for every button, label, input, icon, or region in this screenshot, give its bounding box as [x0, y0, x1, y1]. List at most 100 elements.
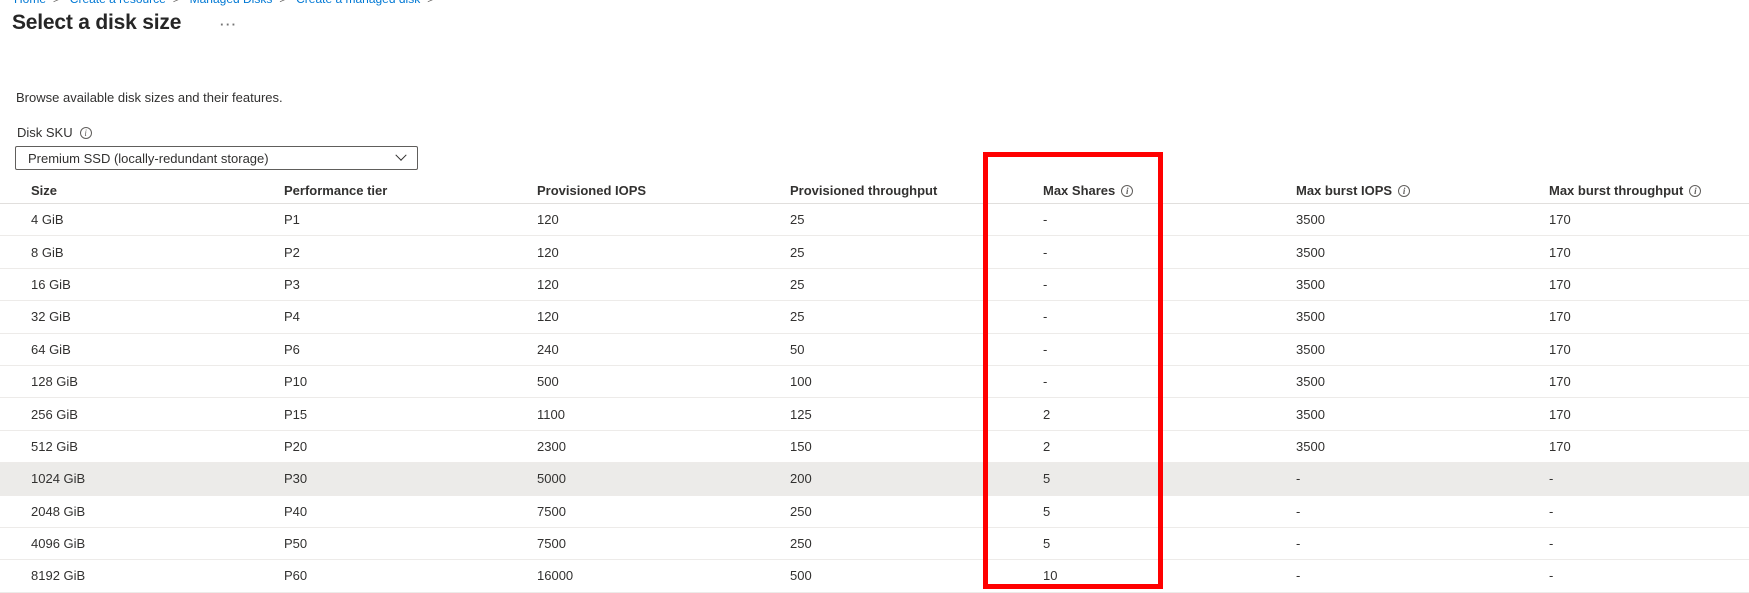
cell-max-shares: 10	[1043, 568, 1058, 584]
table-row-16-gib[interactable]: 16 GiB P3 120 25 - 3500 170	[0, 269, 1749, 302]
cell-max-burst-iops: -	[1296, 568, 1301, 584]
cell-provisioned-throughput: 500	[790, 568, 812, 584]
table-header-row: Size Performance tier Provisioned IOPS Prov…	[0, 178, 1749, 204]
table-row-64-gib[interactable]: 64 GiB P6 240 50 - 3500 170	[0, 334, 1749, 366]
breadcrumb: Home> Create a resource> Managed Disks> …	[14, 0, 441, 7]
column-header-provisioned-throughput: Provisioned throughput	[790, 183, 1043, 198]
cell-max-shares: -	[1043, 309, 1048, 325]
column-header-label: Performance tier	[284, 183, 388, 198]
cell-size: 4 GiB	[31, 212, 64, 228]
cell-max-burst-iops: -	[1296, 471, 1301, 487]
cell-max-shares: -	[1043, 374, 1048, 390]
table-row-8-gib[interactable]: 8 GiB P2 120 25 - 3500 170	[0, 236, 1749, 269]
more-options-button[interactable]: ···	[220, 17, 238, 32]
cell-provisioned-throughput: 25	[790, 212, 805, 228]
cell-size: 2048 GiB	[31, 503, 86, 519]
info-icon[interactable]: i	[79, 126, 92, 139]
breadcrumb-link-home[interactable]: Home	[14, 0, 46, 6]
info-icon[interactable]: i	[1121, 184, 1134, 197]
cell-provisioned-throughput: 250	[790, 503, 812, 519]
disk-sku-label: Disk SKU	[17, 125, 73, 140]
table-row-512-gib[interactable]: 512 GiB P20 2300 150 2 3500 170	[0, 431, 1749, 464]
chevron-down-icon	[395, 149, 407, 161]
cell-provisioned-throughput: 150	[790, 438, 812, 454]
cell-provisioned-throughput: 250	[790, 536, 812, 552]
table-row-256-gib[interactable]: 256 GiB P15 1100 125 2 3500 170	[0, 398, 1749, 431]
cell-size: 8 GiB	[31, 244, 64, 260]
cell-max-burst-throughput: 170	[1549, 341, 1571, 357]
cell-provisioned-iops: 7500	[537, 503, 566, 519]
breadcrumb-link-create-a-managed-disk[interactable]: Create a managed disk	[296, 0, 420, 6]
cell-provisioned-iops: 120	[537, 244, 559, 260]
cell-max-shares: -	[1043, 341, 1048, 357]
table-body: 4 GiB P1 120 25-3500 170 8 GiB P2 120 25-3500 170…	[0, 204, 1749, 593]
cell-provisioned-iops: 120	[537, 276, 559, 292]
cell-provisioned-iops: 120	[537, 212, 559, 228]
cell-max-burst-iops: 3500	[1296, 212, 1325, 228]
cell-provisioned-iops: 240	[537, 341, 559, 357]
cell-provisioned-throughput: 200	[790, 471, 812, 487]
disk-sku-field-label-row: Disk SKU i	[17, 125, 92, 140]
cell-size: 128 GiB	[31, 374, 78, 390]
disk-sku-selected-value: Premium SSD (locally-redundant storage)	[28, 150, 269, 166]
info-icon[interactable]: i	[1689, 184, 1702, 197]
disk-sku-dropdown[interactable]: Premium SSD (locally-redundant storage)	[15, 146, 418, 170]
cell-provisioned-throughput: 125	[790, 406, 812, 422]
cell-provisioned-iops: 120	[537, 309, 559, 325]
table-row-4096-gib[interactable]: 4096 GiB P50 7500 250 5 - -	[0, 528, 1749, 561]
table-row-8192-gib[interactable]: 8192 GiB P60 16000 500 10 - -	[0, 560, 1749, 593]
cell-size: 64 GiB	[31, 341, 71, 357]
cell-performance-tier: P10	[284, 374, 308, 390]
breadcrumb-link-create-a-resource[interactable]: Create a resource	[70, 0, 166, 6]
cell-provisioned-iops: 5000	[537, 471, 566, 487]
cell-max-burst-throughput: 170	[1549, 309, 1571, 325]
cell-performance-tier: P2	[284, 244, 300, 260]
table-row-4-gib[interactable]: 4 GiB P1 120 25 - 3500 170	[0, 204, 1749, 237]
cell-max-burst-iops: -	[1296, 503, 1301, 519]
cell-size: 16 GiB	[31, 276, 71, 292]
cell-max-burst-throughput: -	[1549, 568, 1554, 584]
disk-size-table: Size Performance tier Provisioned IOPS Prov…	[0, 178, 1749, 593]
cell-provisioned-throughput: 25	[790, 276, 805, 292]
page-title: Select a disk size	[12, 11, 182, 34]
breadcrumb-separator: >	[172, 0, 180, 6]
cell-size: 4096 GiB	[31, 536, 86, 552]
breadcrumb-separator: >	[427, 0, 434, 6]
column-header-max-burst-iops: Max burst IOPS i	[1296, 183, 1549, 198]
cell-max-shares: -	[1043, 276, 1048, 292]
cell-max-burst-iops: -	[1296, 536, 1301, 552]
cell-max-burst-throughput: -	[1549, 503, 1554, 519]
cell-provisioned-iops: 1100	[537, 406, 565, 422]
breadcrumb-link-managed-disks[interactable]: Managed Disks	[190, 0, 273, 6]
cell-performance-tier: P30	[284, 471, 308, 487]
column-header-label: Provisioned throughput	[790, 183, 938, 198]
cell-performance-tier: P15	[284, 406, 308, 422]
cell-max-burst-iops: 3500	[1296, 438, 1325, 454]
cell-size: 256 GiB	[31, 406, 78, 422]
cell-max-shares: 2	[1043, 406, 1051, 422]
cell-max-burst-iops: 3500	[1296, 341, 1325, 357]
column-header-size: Size	[0, 183, 284, 198]
column-header-provisioned-iops: Provisioned IOPS	[537, 183, 790, 198]
cell-performance-tier: P3	[284, 276, 300, 292]
table-row-128-gib[interactable]: 128 GiB P10 500 100 - 3500 170	[0, 366, 1749, 399]
cell-performance-tier: P60	[284, 568, 308, 584]
table-row-2048-gib[interactable]: 2048 GiB P40 7500 250 5 - -	[0, 496, 1749, 528]
table-row-1024-gib[interactable]: 1024 GiB P30 5000 200 5 - -	[0, 463, 1749, 496]
cell-max-shares: -	[1043, 244, 1048, 260]
cell-max-shares: 5	[1043, 471, 1051, 487]
info-icon[interactable]: i	[1398, 184, 1411, 197]
cell-max-shares: 5	[1043, 536, 1051, 552]
intro-text: Browse available disk sizes and their fe…	[16, 90, 283, 105]
cell-performance-tier: P50	[284, 536, 308, 552]
cell-max-burst-throughput: 170	[1549, 244, 1571, 260]
cell-provisioned-iops: 7500	[537, 536, 566, 552]
cell-provisioned-throughput: 50	[790, 341, 805, 357]
cell-max-burst-throughput: 170	[1549, 406, 1571, 422]
cell-size: 512 GiB	[31, 438, 78, 454]
cell-performance-tier: P1	[284, 212, 300, 228]
cell-max-burst-iops: 3500	[1296, 244, 1325, 260]
column-header-label: Max burst throughput	[1549, 183, 1684, 198]
table-row-32-gib[interactable]: 32 GiB P4 120 25 - 3500 170	[0, 301, 1749, 334]
